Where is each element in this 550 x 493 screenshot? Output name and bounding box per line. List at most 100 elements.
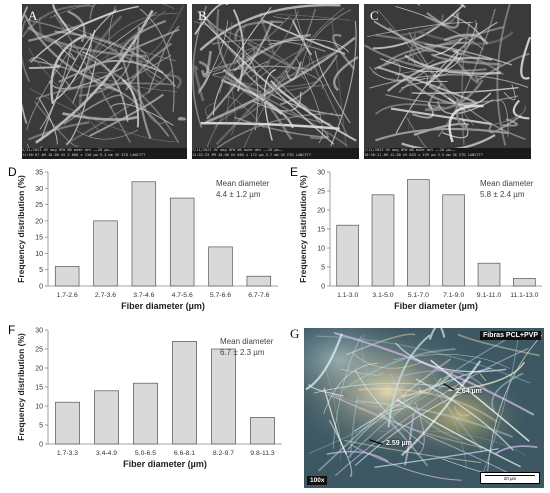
x-tick-label: 1.7-3.3 xyxy=(57,450,78,457)
measurement-label: 2.64 µm xyxy=(456,388,482,395)
x-tick-label: 1.7-2.6 xyxy=(57,292,78,299)
panel-letter-c: C xyxy=(370,8,379,23)
x-axis-label: Fiber diameter (µm) xyxy=(121,301,205,311)
y-tick-label: 25 xyxy=(35,202,43,209)
mean-diameter-annotation: Mean diameter xyxy=(220,337,274,346)
panel-letter: E xyxy=(290,165,298,179)
x-tick-label: 4.7-5.6 xyxy=(172,292,193,299)
histogram-bar xyxy=(131,181,157,287)
y-tick-label: 10 xyxy=(35,251,43,258)
sem-image-a: A 5/31/2023 HV mag HFW WD mode det ——20 … xyxy=(22,4,187,159)
x-tick-label: 2.7-3.6 xyxy=(95,292,116,299)
sem-fiber-texture xyxy=(192,4,359,148)
mean-diameter-annotation: Mean diameter xyxy=(480,179,534,188)
sem-fiber-texture xyxy=(22,4,187,148)
histogram-d: D 0 5 10 15 20 25 30 35 1.7-2.6 2.7-3.6 3.7-4.6 4.7-… xyxy=(8,165,278,311)
histogram-bar xyxy=(371,194,395,287)
y-tick-label: 10 xyxy=(317,246,325,253)
histogram-bar xyxy=(208,246,233,287)
x-tick-label: 6.7-7.6 xyxy=(248,292,269,299)
y-tick-label: 15 xyxy=(317,227,325,234)
sem-info-line: 5/31/2023 HV mag HFW WD mode det ——20 µm… xyxy=(22,148,113,152)
y-tick-label: 30 xyxy=(35,328,43,335)
y-tick-label: 15 xyxy=(35,235,43,242)
x-axis-label: Fiber diameter (µm) xyxy=(123,459,207,469)
mean-diameter-annotation: Mean diameter xyxy=(216,179,270,188)
x-tick-label: 5.0-6.5 xyxy=(135,450,156,457)
histogram-bar xyxy=(336,224,359,287)
histogram-bar xyxy=(211,348,236,445)
histogram-bar xyxy=(477,262,501,287)
y-tick-label: 15 xyxy=(35,385,43,392)
y-tick-label: 30 xyxy=(317,170,325,177)
x-tick-label: 5.7-6.6 xyxy=(210,292,231,299)
x-tick-label: 6.6-8.1 xyxy=(174,450,195,457)
scale-bar: 20 µm xyxy=(480,472,540,484)
histogram-bar xyxy=(133,382,158,445)
mean-diameter-annotation: 5.8 ± 2.4 µm xyxy=(480,190,525,199)
histogram-e: E 0 5 10 15 20 25 30 1.1-3.0 3.1-5.0 5.1-7.0 7.1-9.… xyxy=(290,165,542,311)
histogram-f: F 0 5 10 15 20 25 30 1.7-3.3 3.4-4.9 5.0-6.5 6.6-8.… xyxy=(8,323,282,469)
x-tick-label: 9.1-11.0 xyxy=(477,292,502,299)
mean-diameter-annotation: 6.7 ± 2.3 µm xyxy=(220,348,265,357)
y-tick-label: 25 xyxy=(35,347,43,354)
y-tick-label: 5 xyxy=(39,267,43,274)
y-axis-label: Frequency distribution (%) xyxy=(16,333,26,441)
histogram-bar xyxy=(54,266,80,287)
histogram-bar xyxy=(169,197,195,287)
y-tick-label: 20 xyxy=(35,218,43,225)
y-axis-label: Frequency distribution (%) xyxy=(298,175,308,283)
panel-letter-a: A xyxy=(28,8,38,23)
y-tick-label: 20 xyxy=(35,366,43,373)
micrograph-fiber-texture xyxy=(304,328,544,488)
sem-image-b: B 7/11/2023 HV mag HFW WD mode det ——20 … xyxy=(192,4,359,159)
x-tick-label: 3.4-4.9 xyxy=(96,450,117,457)
y-tick-label: 10 xyxy=(35,404,43,411)
sem-info-line: 11:50:07 AM 10.00 kV 2 000 x 138 µm 9.4 … xyxy=(22,153,146,157)
sem-info-bar: 5/31/2023 HV mag HFW WD mode det ——20 µm… xyxy=(22,148,187,159)
sem-info-bar: 7/11/2023 HV mag HFW WD mode det ——20 µm… xyxy=(364,148,531,159)
x-tick-label: 7.1-9.0 xyxy=(443,292,464,299)
y-tick-label: 0 xyxy=(39,442,43,449)
sem-info-line: 10:38:11 AM 12.00 kV 853 x 159 µm 3.5 mm… xyxy=(364,153,483,157)
y-tick-label: 20 xyxy=(317,208,325,215)
histogram-bar xyxy=(93,220,118,287)
scale-bar-line xyxy=(485,475,535,476)
histogram-bar xyxy=(513,278,536,287)
histogram-bar xyxy=(55,401,80,445)
x-axis-label: Fiber diameter (µm) xyxy=(394,301,478,311)
y-tick-label: 35 xyxy=(35,170,43,177)
histogram-bar xyxy=(246,275,272,287)
histogram-bar xyxy=(442,194,465,287)
y-tick-label: 30 xyxy=(35,186,43,193)
panel-letter: F xyxy=(8,323,15,337)
panel-letter-g: G xyxy=(290,326,300,341)
histogram-bar xyxy=(172,341,197,445)
histogram-bar xyxy=(407,179,430,287)
y-tick-label: 25 xyxy=(317,189,325,196)
sem-info-line: 12:02:33 PM 10.00 kV 805 x 172 µm 3.7 mm… xyxy=(192,153,311,157)
mean-diameter-annotation: 4.4 ± 1.2 µm xyxy=(216,190,261,199)
panel-letter: D xyxy=(8,165,17,179)
scale-bar-label: 20 µm xyxy=(503,476,517,481)
magnification-label: 100x xyxy=(307,476,328,485)
x-tick-label: 11.1-13.0 xyxy=(510,292,538,299)
sem-fiber-texture xyxy=(364,4,531,148)
x-tick-label: 3.1-5.0 xyxy=(372,292,393,299)
measurement-label: 2.59 µm xyxy=(386,440,412,447)
sem-info-line: 7/11/2023 HV mag HFW WD mode det ——20 µm… xyxy=(364,148,455,152)
histogram-bar xyxy=(250,417,275,445)
x-tick-label: 8.2-9.7 xyxy=(213,450,234,457)
sem-image-c: C 7/11/2023 HV mag HFW WD mode det ——20 … xyxy=(364,4,531,159)
y-tick-label: 0 xyxy=(39,284,43,291)
sample-tag: Fibras PCL+PVP xyxy=(479,331,541,340)
y-tick-label: 5 xyxy=(321,265,325,272)
y-tick-label: 0 xyxy=(321,284,325,291)
x-tick-label: 9.8-11.3 xyxy=(250,450,275,457)
panel-letter-b: B xyxy=(198,8,207,23)
optical-micrograph: Fibras PCL+PVP 2.64 µm 2.59 µm 100x 20 µ… xyxy=(304,328,544,488)
y-axis-label: Frequency distribution (%) xyxy=(16,175,26,283)
histogram-bar xyxy=(94,390,119,445)
sem-info-line: 7/11/2023 HV mag HFW WD mode det ——20 µm… xyxy=(192,148,283,152)
x-tick-label: 1.1-3.0 xyxy=(337,292,358,299)
